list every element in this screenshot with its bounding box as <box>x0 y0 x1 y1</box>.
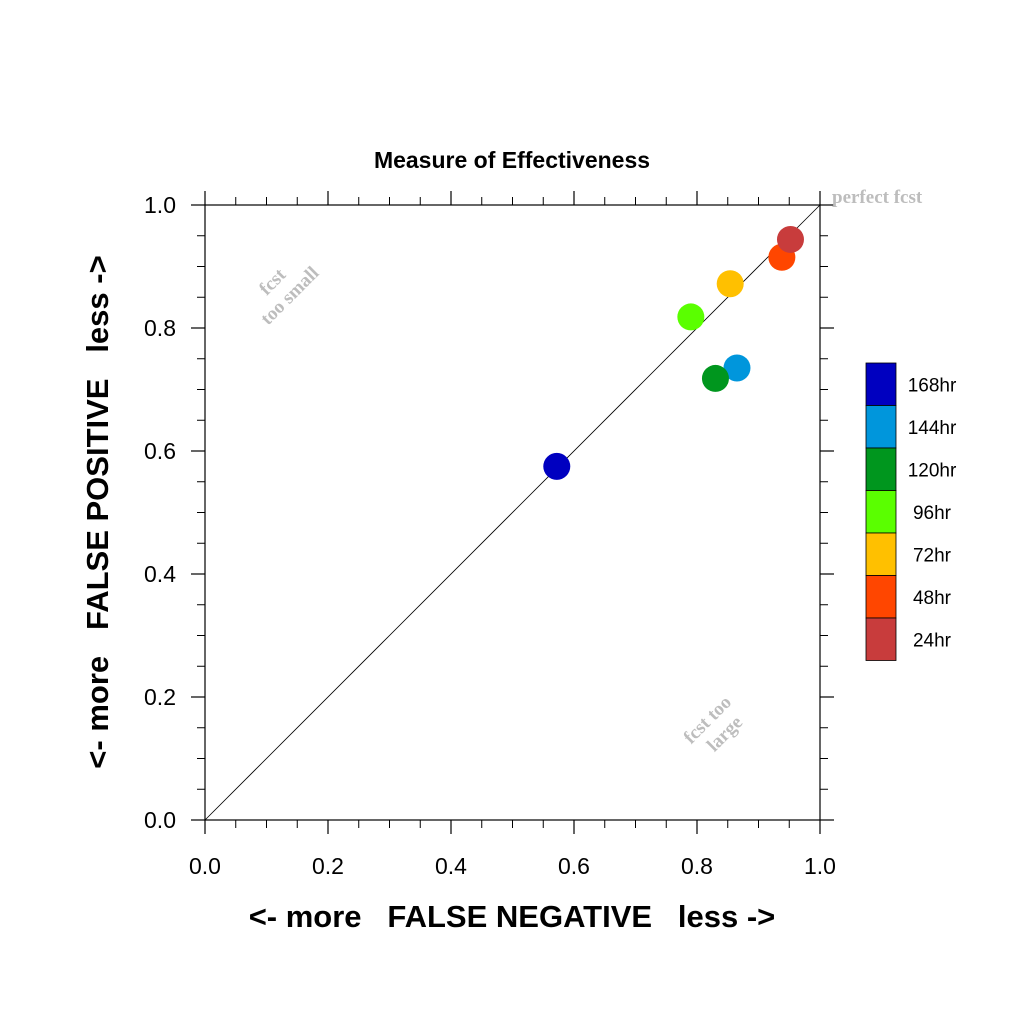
legend: 168hr 144hr 120hr 96hr 72hr 48hr 24hr <box>865 362 957 661</box>
data-point-96hr <box>677 303 705 331</box>
legend-label-96hr: 96hr <box>913 503 952 524</box>
legend-label-24hr: 24hr <box>913 630 952 651</box>
x-axis-label: <- more FALSE NEGATIVE less -> <box>249 899 776 934</box>
legend-swatch-120hr <box>865 447 897 491</box>
legend-label-120hr: 120hr <box>908 460 957 481</box>
y-tick-label: 1.0 <box>144 192 176 218</box>
y-axis-label: <- more FALSE POSITIVE less -> <box>80 255 115 768</box>
legend-label-72hr: 72hr <box>913 545 952 566</box>
x-tick-label: 0.8 <box>681 853 713 879</box>
legend-label-144hr: 144hr <box>908 418 957 439</box>
annotation-perfect-fcst: perfect fcst <box>832 187 923 208</box>
legend-label-48hr: 48hr <box>913 588 952 609</box>
y-tick-label: 0.2 <box>144 684 176 710</box>
data-point-120hr <box>701 364 729 392</box>
legend-swatch-144hr <box>865 405 897 449</box>
diagonal-reference-line <box>204 204 821 821</box>
x-tick-label: 0.2 <box>312 853 344 879</box>
y-tick-label: 0.0 <box>144 807 176 833</box>
data-point-168hr <box>543 452 571 480</box>
y-tick-label: 0.4 <box>144 561 176 587</box>
x-tick-label: 0.4 <box>435 853 467 879</box>
x-tick-label: 0.6 <box>558 853 590 879</box>
x-tick-label: 0.0 <box>189 853 221 879</box>
x-tick-label: 1.0 <box>804 853 836 879</box>
legend-swatch-72hr <box>865 532 897 576</box>
diagonal-line <box>204 204 821 821</box>
annotation-fcst-too-small: fcst too small <box>241 247 323 329</box>
legend-swatch-96hr <box>865 490 897 534</box>
legend-swatch-168hr <box>865 362 897 406</box>
data-points <box>543 225 804 480</box>
legend-swatch-24hr <box>865 617 897 661</box>
y-tick-labels: 0.0 0.2 0.4 0.6 0.8 1.0 <box>144 192 176 833</box>
major-ticks <box>191 191 834 834</box>
chart-title: Measure of Effectiveness <box>374 147 650 173</box>
data-point-72hr <box>716 270 744 298</box>
legend-label-168hr: 168hr <box>908 375 957 396</box>
legend-swatch-48hr <box>865 575 897 619</box>
annotation-fcst-too-large: fcst too large <box>680 689 755 764</box>
y-tick-label: 0.8 <box>144 315 176 341</box>
data-point-144hr <box>723 354 751 382</box>
data-point-24hr <box>776 225 804 253</box>
x-tick-labels: 0.0 0.2 0.4 0.6 0.8 1.0 <box>189 853 836 879</box>
y-tick-label: 0.6 <box>144 438 176 464</box>
